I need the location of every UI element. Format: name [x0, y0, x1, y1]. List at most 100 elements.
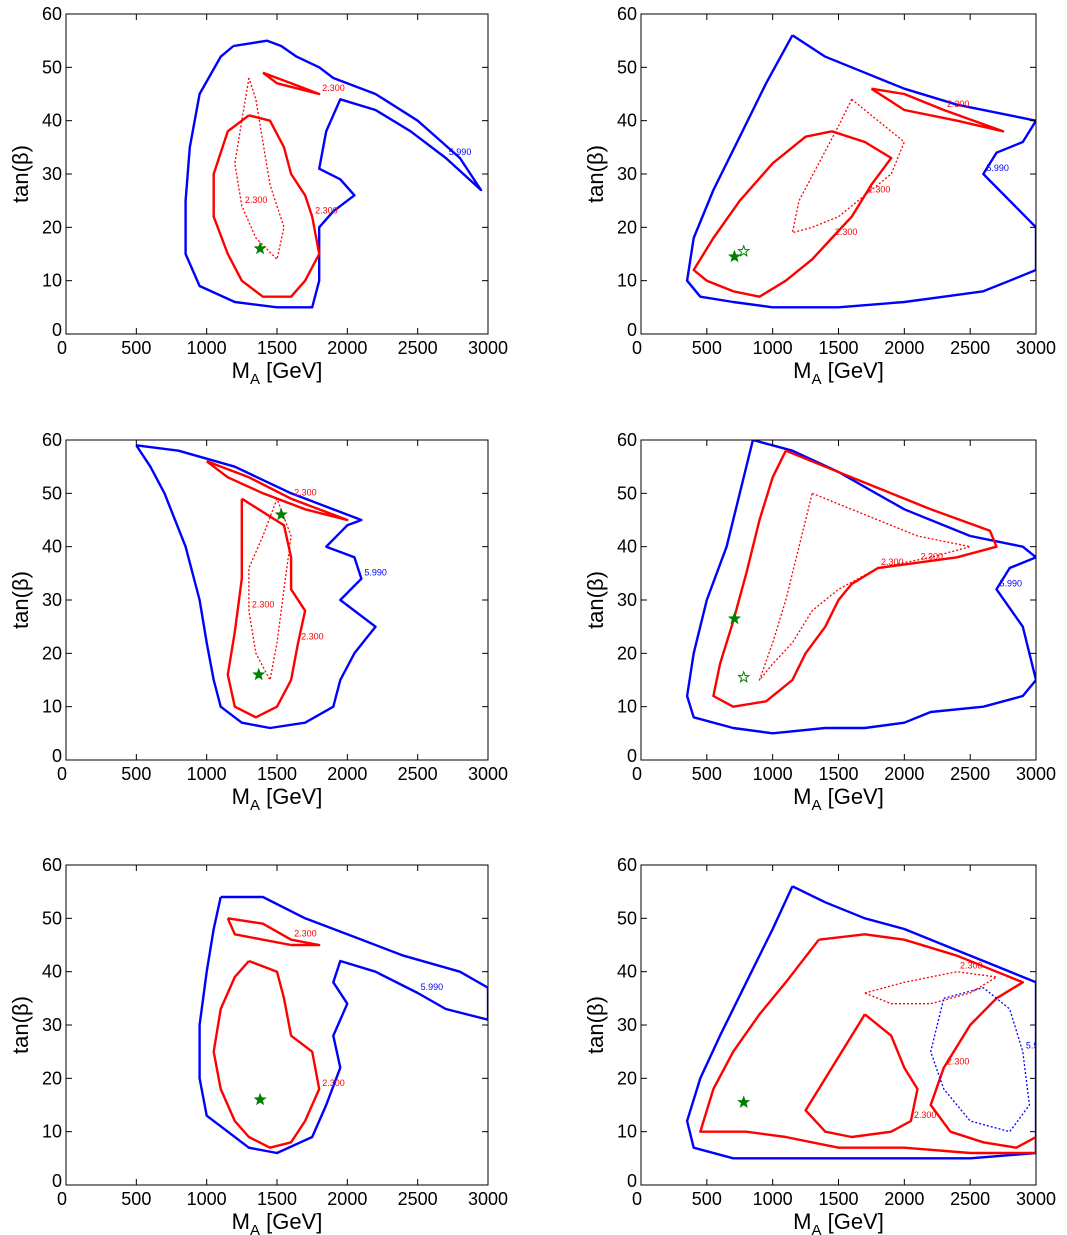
x-tick-label: 2000 — [327, 764, 367, 784]
y-tick-label: 0 — [627, 1171, 637, 1191]
contour-inner-solid-3 — [804, 1013, 919, 1139]
y-tick-label: 60 — [617, 855, 637, 875]
contour-inner-dotted-3 — [758, 492, 971, 681]
y-tick-label: 0 — [52, 746, 62, 766]
x-axis-label: MA [GeV] — [232, 1209, 323, 1235]
y-axis-label: tan(β) — [583, 145, 608, 203]
y-tick-label: 0 — [627, 320, 637, 340]
contour-level-label: 5.990 — [986, 163, 1009, 173]
x-tick-label: 500 — [692, 1189, 722, 1209]
y-tick-label: 0 — [627, 746, 637, 766]
contour-level-label: 2.300 — [947, 1057, 970, 1067]
y-tick-label: 10 — [42, 697, 62, 717]
contour-inner-solid-2 — [870, 87, 1005, 133]
contour-outer-solid-1 — [685, 440, 1036, 735]
y-tick-label: 40 — [42, 962, 62, 982]
y-tick-label: 60 — [617, 430, 637, 450]
x-tick-label: 1500 — [257, 1189, 297, 1209]
contour-level-label: 2.300 — [322, 1078, 345, 1088]
axes-frame — [65, 13, 489, 335]
plot-area: 5.990 2.300 2.300 2.300 — [184, 39, 483, 309]
x-tick-label: 3000 — [468, 764, 508, 784]
y-tick-label: 50 — [42, 483, 62, 503]
y-tick-label: 30 — [42, 590, 62, 610]
x-tick-label: 1000 — [753, 1189, 793, 1209]
x-tick-label: 2000 — [327, 338, 367, 358]
y-tick-label: 0 — [52, 1171, 62, 1191]
contour-outer-dotted-5 — [930, 987, 1031, 1133]
x-axis-label: MA [GeV] — [232, 784, 323, 814]
contour-outer-solid-1 — [198, 895, 488, 1155]
x-tick-label: 3000 — [468, 338, 508, 358]
y-tick-label: 10 — [42, 271, 62, 291]
x-tick-label: 2000 — [884, 338, 924, 358]
x-tick-label: 2000 — [327, 1189, 367, 1209]
panel-5: 5.990 2.300 2.300 0 500 1000 1500 2000 2500 3000 0… — [8, 855, 508, 1235]
x-tick-label: 500 — [692, 338, 722, 358]
contour-outer-solid-1 — [685, 885, 1036, 1160]
x-tick-label: 1000 — [187, 764, 227, 784]
y-tick-label: 10 — [617, 1122, 637, 1142]
y-tick-label: 30 — [42, 164, 62, 184]
x-axis-label: MA [GeV] — [232, 358, 323, 388]
x-tick-label: 2500 — [950, 338, 990, 358]
x-tick-label: 0 — [632, 1189, 642, 1209]
x-tick-label: 0 — [632, 764, 642, 784]
y-tick-label: 20 — [42, 1068, 62, 1088]
contour-inner-solid-2 — [205, 460, 349, 522]
contour-level-label: 5.990 — [421, 982, 444, 992]
x-tick-label: 1500 — [257, 764, 297, 784]
y-tick-label: 20 — [617, 217, 637, 237]
x-tick-label: 500 — [692, 764, 722, 784]
y-tick-label: 20 — [617, 1068, 637, 1088]
plot-area: 5.990 2.300 2.300 — [685, 440, 1036, 735]
y-tick-label: 50 — [42, 908, 62, 928]
x-tick-label: 2500 — [950, 764, 990, 784]
plot-area: 5.990 2.300 2.300 2.300 5.990 — [685, 885, 1062, 1160]
x-tick-label: 1000 — [753, 338, 793, 358]
y-tick-label: 10 — [42, 1122, 62, 1142]
y-tick-label: 20 — [42, 643, 62, 663]
contour-level-label: 2.300 — [294, 929, 317, 939]
y-tick-label: 10 — [617, 697, 637, 717]
contour-outer-solid-1 — [685, 34, 1036, 309]
y-tick-label: 40 — [617, 962, 637, 982]
y-tick-label: 50 — [42, 57, 62, 77]
contour-inner-dotted-4 — [248, 498, 292, 681]
contour-inner-dotted-4 — [791, 98, 905, 234]
y-tick-label: 10 — [617, 271, 637, 291]
contour-level-label: 2.300 — [294, 488, 317, 498]
axes-frame — [640, 864, 1037, 1186]
x-tick-label: 0 — [57, 1189, 67, 1209]
x-tick-label: 2000 — [884, 1189, 924, 1209]
y-tick-label: 0 — [52, 320, 62, 340]
x-tick-label: 1000 — [753, 764, 793, 784]
x-tick-label: 1500 — [818, 764, 858, 784]
y-axis-label: tan(β) — [8, 996, 33, 1054]
x-tick-label: 3000 — [468, 1189, 508, 1209]
contour-inner-dotted-4 — [864, 971, 998, 1005]
y-tick-label: 40 — [42, 111, 62, 131]
contour-level-label: 2.300 — [868, 184, 891, 194]
x-tick-label: 1000 — [187, 1189, 227, 1209]
y-tick-label: 50 — [617, 57, 637, 77]
contour-level-label: 5.990 — [1039, 971, 1062, 981]
best-fit-star-1 — [737, 1095, 751, 1108]
x-axis-label: MA [GeV] — [793, 784, 884, 814]
y-tick-label: 60 — [42, 430, 62, 450]
y-tick-label: 50 — [617, 483, 637, 503]
contour-inner-solid-3 — [212, 114, 321, 298]
y-tick-label: 60 — [42, 855, 62, 875]
best-fit-star-2 — [737, 244, 751, 257]
contour-level-label: 5.990 — [449, 147, 472, 157]
best-fit-star-1 — [253, 1092, 267, 1106]
axes-frame — [65, 439, 489, 761]
contour-level-label: 2.300 — [252, 600, 275, 610]
x-tick-label: 0 — [57, 764, 67, 784]
best-fit-star-1 — [727, 249, 742, 263]
axes-frame — [65, 864, 489, 1186]
x-tick-label: 3000 — [1016, 338, 1056, 358]
